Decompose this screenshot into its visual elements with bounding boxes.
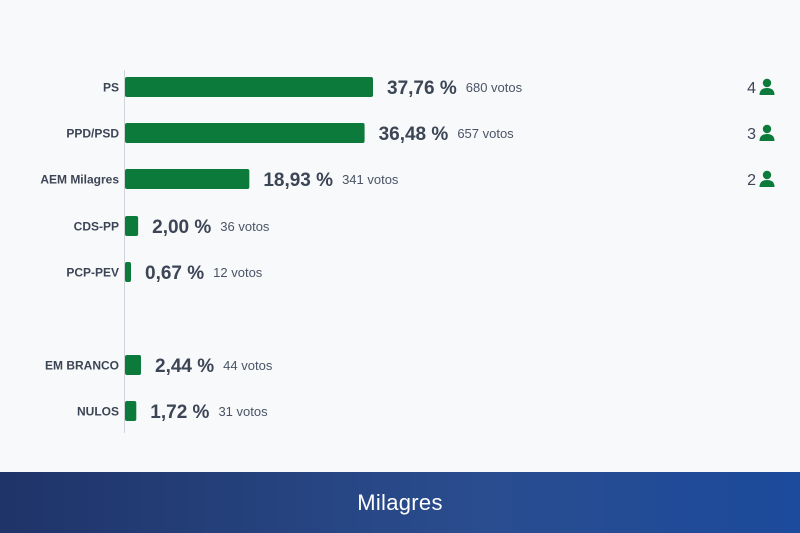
percent-label: 0,67 %	[145, 263, 204, 284]
bar-row: PPD/PSD 36,48 % 657 votos 3	[66, 123, 775, 145]
bar	[125, 77, 373, 97]
category-label: AEM Milagres	[40, 173, 119, 187]
bar-row: PS 37,76 % 680 votos 4	[103, 77, 775, 99]
seat-count: 4	[747, 80, 756, 97]
bar-row: NULOS 1,72 % 31 votos	[77, 401, 268, 423]
bar	[125, 169, 250, 189]
bar	[125, 123, 365, 143]
votes-label: 341 votos	[342, 172, 399, 187]
percent-label: 2,44 %	[155, 356, 214, 377]
seat-count: 2	[747, 172, 756, 189]
footer-title: Milagres	[357, 489, 443, 515]
votes-label: 680 votos	[466, 80, 523, 95]
bar	[125, 401, 137, 421]
bar	[125, 262, 131, 282]
category-label: PS	[103, 81, 119, 95]
percent-label: 1,72 %	[150, 402, 209, 423]
person-icon	[759, 124, 775, 141]
percent-label: 36,48 %	[379, 124, 449, 145]
votes-label: 31 votos	[218, 404, 268, 419]
bar	[125, 355, 142, 375]
seat-count: 3	[747, 126, 756, 143]
percent-label: 18,93 %	[263, 170, 333, 191]
votes-label: 12 votos	[213, 265, 263, 280]
bar-row: AEM Milagres 18,93 % 341 votos 2	[40, 169, 775, 191]
footer-bar: Milagres	[0, 472, 800, 533]
bar-row: CDS-PP 2,00 % 36 votos	[74, 216, 270, 238]
person-icon	[759, 170, 775, 187]
votes-label: 36 votos	[220, 219, 270, 234]
votes-label: 44 votos	[223, 358, 273, 373]
percent-label: 37,76 %	[387, 78, 457, 99]
bar-row: EM BRANCO 2,44 % 44 votos	[45, 355, 273, 377]
bar-row: PCP-PEV 0,67 % 12 votos	[66, 262, 263, 284]
category-label: CDS-PP	[74, 220, 119, 234]
bar	[125, 216, 139, 236]
person-icon	[759, 78, 775, 95]
votes-label: 657 votos	[457, 126, 514, 141]
percent-label: 2,00 %	[152, 217, 211, 238]
category-label: NULOS	[77, 405, 119, 419]
category-label: EM BRANCO	[45, 359, 119, 373]
category-label: PPD/PSD	[66, 127, 119, 141]
results-chart: PS 37,76 % 680 votos 4 PPD/PSD 36,48 % 657 vot…	[40, 70, 775, 433]
category-label: PCP-PEV	[66, 266, 119, 280]
